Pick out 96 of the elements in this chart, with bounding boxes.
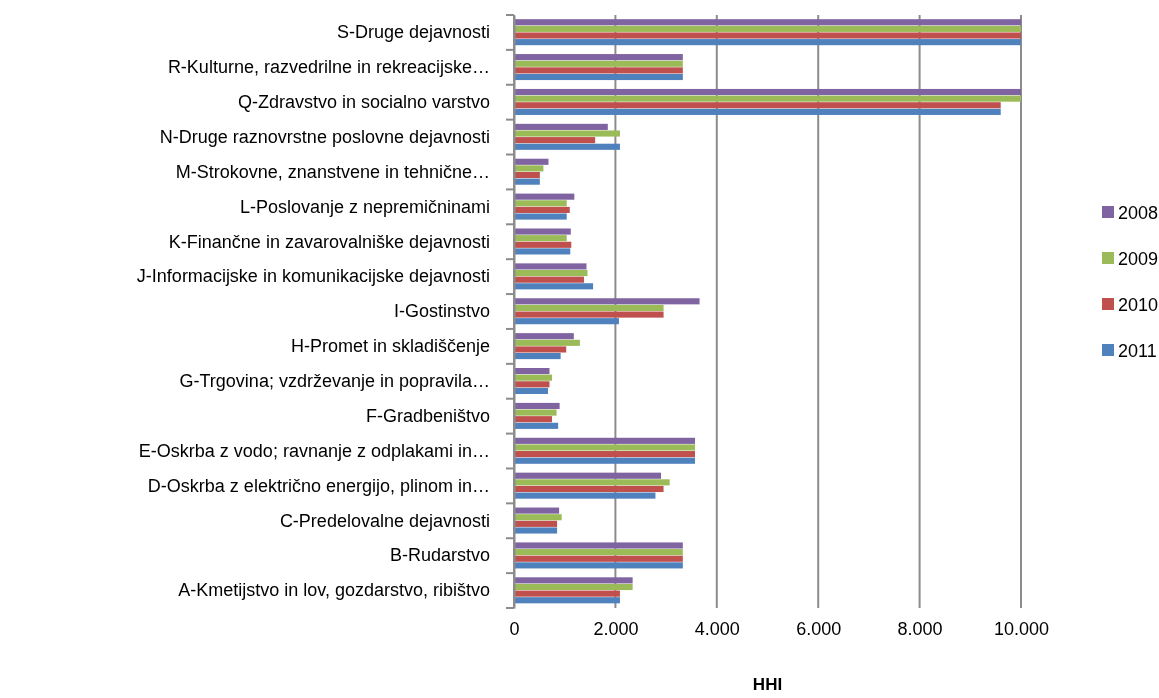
bar (514, 492, 656, 499)
y-tick-label: J-Informacijske in komunikacijske dejavnosti (136, 266, 490, 287)
x-axis-title: HHI (752, 675, 783, 694)
y-tick-label: A-Kmetijstvo in lov, gozdarstvo, ribištvo (178, 580, 490, 601)
y-tick-label: N-Druge raznovrstne poslovne dejavnosti (159, 126, 490, 147)
bar (514, 422, 559, 429)
bar (514, 137, 596, 144)
bar (514, 123, 608, 130)
bar (514, 387, 548, 395)
bar (514, 67, 683, 74)
x-tick-label: 2.000 (593, 618, 639, 639)
bar (514, 108, 1001, 115)
y-tick-label: C-Predelovalne dejavnosti (279, 510, 490, 531)
bar (514, 318, 619, 325)
bar (514, 200, 567, 207)
bar (514, 583, 633, 591)
bar (514, 171, 540, 179)
bar (514, 248, 571, 255)
bar (514, 527, 558, 534)
y-tick-label: F-Gradbeništvo (365, 405, 490, 426)
bar (514, 457, 695, 464)
bar (514, 88, 1021, 96)
x-tick-label: 8.000 (897, 618, 943, 639)
bar (514, 368, 550, 375)
bar (514, 402, 560, 410)
y-tick-label: H-Promet in skladiščenje (290, 336, 490, 357)
bar (514, 514, 562, 521)
bar (514, 269, 588, 277)
bar (514, 333, 574, 340)
y-tick-label: B-Rudarstvo (389, 545, 490, 566)
bar (514, 339, 580, 346)
bar (514, 25, 1021, 32)
y-tick-label: Q-Zdravstvo in socialno varstvo (237, 91, 490, 112)
bar (514, 235, 567, 242)
bar (514, 158, 549, 165)
bar (514, 374, 553, 381)
bar (514, 178, 540, 185)
legend-label: 2008 (1118, 203, 1159, 223)
bar (514, 304, 664, 311)
bar (514, 298, 700, 305)
y-tick-label: L-Poslovanje z nepremičninami (239, 196, 490, 217)
bar (514, 416, 553, 423)
bar (514, 346, 567, 353)
bar (514, 444, 695, 451)
bar (514, 263, 587, 270)
bar (514, 143, 620, 150)
y-tick-label: G-Trgovina; vzdrževanje in popravila… (179, 371, 490, 392)
bar (514, 590, 620, 597)
bar (514, 213, 567, 220)
bar (514, 562, 683, 569)
bar (514, 283, 594, 290)
x-tick-label: 0 (509, 618, 520, 639)
bar (514, 437, 695, 444)
bar (514, 311, 664, 318)
bar (514, 472, 662, 479)
x-tick-label: 4.000 (694, 618, 740, 639)
bar (514, 32, 1021, 39)
bar (514, 130, 620, 137)
y-tick-label: R-Kulturne, razvedrilne in rekreacijske… (167, 57, 490, 78)
bar (514, 228, 571, 235)
y-tick-label: I-Gostinstvo (393, 301, 490, 322)
bar (514, 485, 664, 493)
bar (514, 597, 620, 604)
bar (514, 353, 561, 360)
y-tick-label: S-Druge dejavnosti (336, 22, 490, 43)
bar (514, 193, 575, 200)
bar (514, 206, 570, 213)
bar (514, 409, 557, 416)
y-tick-label: K-Finančne in zavarovalniške dejavnosti (168, 231, 490, 252)
x-tick-label: 6.000 (796, 618, 842, 639)
bar (514, 577, 633, 584)
legend-label: 2010 (1118, 295, 1159, 315)
bar (514, 451, 695, 458)
bar (514, 549, 683, 556)
bar (514, 381, 550, 388)
x-tick-label: 10.000 (993, 618, 1050, 639)
bar (514, 102, 1001, 109)
bar (514, 54, 683, 61)
bar (514, 73, 683, 81)
bar (514, 60, 683, 67)
legend-label: 2009 (1118, 249, 1159, 269)
legend-label: 2011 (1118, 341, 1157, 361)
bar (514, 95, 1021, 102)
y-tick-label: E-Oskrba z vodo; ravnanje z odplakami in… (138, 440, 490, 461)
bar (514, 479, 670, 486)
bar (514, 165, 544, 172)
bar (514, 555, 683, 562)
bar (514, 39, 1021, 46)
bar (514, 520, 558, 527)
y-tick-label: D-Oskrba z električno energijo, plinom in… (147, 475, 490, 496)
bar (514, 276, 584, 283)
bar (514, 507, 560, 514)
y-tick-label: M-Strokovne, znanstvene in tehnične… (175, 161, 490, 182)
bar (514, 19, 1021, 26)
bar (514, 542, 683, 549)
bar (514, 241, 572, 248)
